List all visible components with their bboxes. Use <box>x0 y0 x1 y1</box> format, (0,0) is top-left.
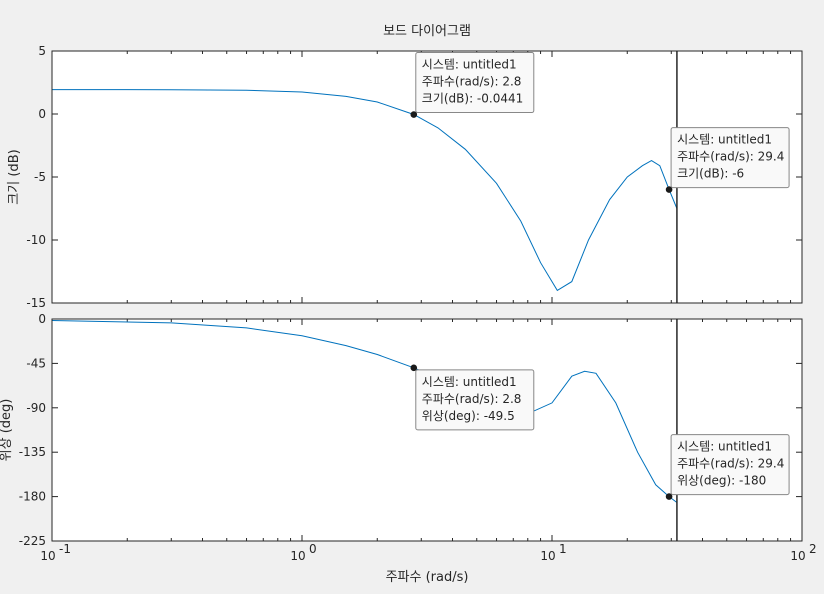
y-tick-label: -10 <box>26 233 46 247</box>
y-tick-label: -15 <box>26 296 46 310</box>
x-tick-label: 10 1 <box>540 542 566 563</box>
phase-axes-frame <box>51 318 803 542</box>
y-tick-label: -45 <box>26 356 46 370</box>
datatip[interactable]: 시스템: untitled1 주파수(rad/s): 2.8 크기(dB): -0.… <box>410 52 535 118</box>
x-tick-exponent: 0 <box>309 542 317 556</box>
datatip[interactable]: 시스템: untitled1 주파수(rad/s): 29.4 크기(dB): -6 <box>665 127 790 193</box>
datatip-line: 주파수(rad/s): 29.4 <box>677 150 784 164</box>
y-tick-label: -90 <box>26 401 46 415</box>
magnitude-axes-frame <box>51 50 803 304</box>
datatip[interactable]: 시스템: untitled1 주파수(rad/s): 2.8 위상(deg): -4… <box>410 364 535 431</box>
magnitude-series-line <box>51 89 678 292</box>
datatip-line: 주파수(rad/s): 2.8 <box>422 392 522 406</box>
chart-title: 보드 다이어그램 <box>383 24 471 39</box>
x-tick-exponent: 2 <box>809 542 817 556</box>
phase-panel: 0 -45 -90 -135 -180 -225 위상 (deg) <box>0 312 803 548</box>
y-tick-label: 5 <box>38 44 46 58</box>
datatip-line: 위상(deg): -180 <box>677 474 766 488</box>
x-tick-base: 10 <box>790 549 805 563</box>
datatip-marker[interactable] <box>665 186 673 193</box>
datatip-line: 주파수(rad/s): 2.8 <box>422 75 522 89</box>
y-tick-label: -225 <box>19 534 46 548</box>
datatip-marker[interactable] <box>665 493 673 500</box>
phase-y-axis-label: 위상 (deg) <box>0 399 14 462</box>
datatip-line: 시스템: untitled1 <box>677 440 772 454</box>
datatip-box <box>415 52 535 114</box>
x-tick-label: 10 -1 <box>40 542 71 563</box>
x-axis-label: 주파수 (rad/s) <box>386 570 469 585</box>
datatip-line: 주파수(rad/s): 29.4 <box>677 457 784 471</box>
x-tick-base: 10 <box>290 549 305 563</box>
datatip-box <box>415 369 535 431</box>
datatip-line: 시스템: untitled1 <box>422 375 517 389</box>
magnitude-y-axis-label: 크기 (dB) <box>7 149 22 204</box>
datatip-box <box>670 127 790 189</box>
x-tick-label: 10 0 <box>290 542 316 563</box>
datatip-line: 크기(dB): -6 <box>677 167 744 181</box>
x-tick-label: 10 2 <box>790 542 816 563</box>
datatip-line: 시스템: untitled1 <box>677 133 772 147</box>
y-tick-label: -180 <box>19 490 46 504</box>
x-tick-base: 10 <box>40 549 55 563</box>
y-tick-label: -135 <box>19 445 46 459</box>
y-tick-label: 0 <box>38 312 46 326</box>
x-tick-exponent: 1 <box>559 542 567 556</box>
y-tick-label: 0 <box>38 107 46 121</box>
datatip-marker[interactable] <box>410 364 418 372</box>
datatip-box <box>670 434 790 496</box>
y-tick-label: -5 <box>34 170 46 184</box>
datatip-marker[interactable] <box>410 111 418 118</box>
datatip-line: 위상(deg): -49.5 <box>422 409 515 423</box>
x-tick-base: 10 <box>540 549 555 563</box>
datatip-line: 크기(dB): -0.0441 <box>422 92 523 106</box>
x-tick-exponent: -1 <box>59 542 71 556</box>
datatip[interactable]: 시스템: untitled1 주파수(rad/s): 29.4 위상(deg): -… <box>665 434 790 500</box>
datatip-line: 시스템: untitled1 <box>422 58 517 72</box>
